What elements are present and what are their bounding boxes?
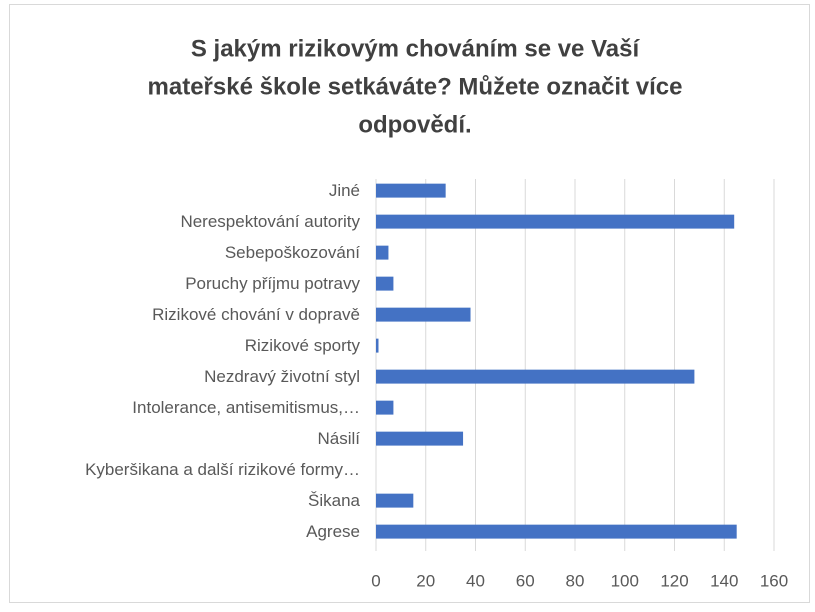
y-tick-label: Rizikové sporty bbox=[245, 336, 361, 355]
bar bbox=[376, 183, 446, 198]
x-tick-label: 120 bbox=[660, 571, 688, 590]
x-tick-label: 40 bbox=[466, 571, 485, 590]
bar bbox=[376, 214, 735, 229]
y-tick-label: Rizikové chování v dopravě bbox=[152, 305, 360, 324]
x-tick-label: 80 bbox=[566, 571, 585, 590]
bar bbox=[376, 524, 737, 539]
bar bbox=[376, 369, 695, 384]
x-tick-label: 60 bbox=[516, 571, 535, 590]
x-tick-label: 0 bbox=[371, 571, 380, 590]
y-tick-label: Agrese bbox=[306, 522, 360, 541]
y-tick-label: Intolerance, antisemitismus,… bbox=[132, 398, 360, 417]
x-tick-label: 160 bbox=[760, 571, 788, 590]
chart-title: S jakým rizikovým chováním se ve Vaší bbox=[191, 35, 641, 62]
y-tick-label: Kyberšikana a další rizikové formy… bbox=[85, 460, 360, 479]
bar bbox=[376, 245, 389, 260]
bar bbox=[376, 400, 394, 415]
bar bbox=[376, 431, 464, 446]
x-tick-label: 140 bbox=[710, 571, 738, 590]
y-tick-label: Nezdravý životní styl bbox=[204, 367, 360, 386]
y-tick-label: Sebepoškozování bbox=[225, 243, 360, 262]
x-tick-label: 20 bbox=[416, 571, 435, 590]
y-tick-label: Šikana bbox=[308, 491, 361, 510]
chart-title: mateřské škole setkáváte? Můžete označit… bbox=[148, 73, 683, 100]
bar bbox=[376, 493, 414, 508]
y-tick-label: Poruchy příjmu potravy bbox=[185, 274, 360, 293]
y-tick-label: Jiné bbox=[329, 181, 360, 200]
y-tick-label: Násilí bbox=[317, 429, 360, 448]
bar bbox=[376, 307, 471, 322]
bar bbox=[376, 276, 394, 291]
chart-title: odpovědí. bbox=[358, 111, 471, 138]
y-tick-label: Nerespektování autority bbox=[180, 212, 360, 231]
x-tick-label: 100 bbox=[611, 571, 639, 590]
bar bbox=[376, 338, 379, 353]
